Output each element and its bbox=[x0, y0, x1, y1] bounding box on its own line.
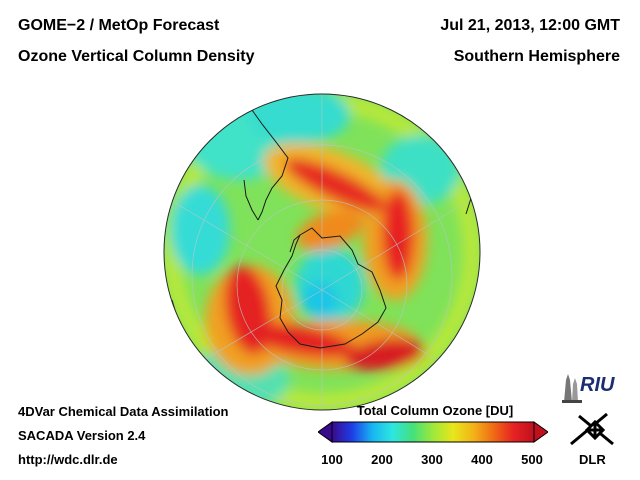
map-title: GOME−2 / MetOp Forecast bbox=[18, 17, 220, 34]
hemisphere-label: Southern Hemisphere bbox=[453, 48, 620, 65]
colorbar-tick-100: 100 bbox=[321, 452, 343, 467]
dlr-logo-text: DLR bbox=[579, 452, 606, 467]
globe-outline bbox=[163, 93, 481, 411]
riu-logo-text: RIU bbox=[580, 374, 615, 396]
colorbar bbox=[318, 421, 548, 443]
colorbar-title: Total Column Ozone [DU] bbox=[356, 403, 514, 418]
footer-version: SACADA Version 2.4 bbox=[18, 428, 146, 443]
triangle-left-icon bbox=[318, 421, 333, 443]
footer-url[interactable]: http://wdc.dlr.de bbox=[18, 452, 118, 467]
colorbar-tick-500: 500 bbox=[521, 452, 543, 467]
triangle-right-icon bbox=[533, 421, 548, 443]
colorbar-tick-200: 200 bbox=[371, 452, 393, 467]
dlr-logo-icon bbox=[570, 412, 614, 446]
riu-logo-icon bbox=[562, 374, 582, 403]
map-subtitle: Ozone Vertical Column Density bbox=[18, 48, 255, 65]
colorbar-tick-300: 300 bbox=[421, 452, 443, 467]
colorbar-tick-400: 400 bbox=[471, 452, 493, 467]
colorbar-gradient bbox=[331, 421, 535, 443]
footer-assimilation: 4DVar Chemical Data Assimilation bbox=[18, 404, 229, 419]
date-time: Jul 21, 2013, 12:00 GMT bbox=[440, 17, 620, 34]
